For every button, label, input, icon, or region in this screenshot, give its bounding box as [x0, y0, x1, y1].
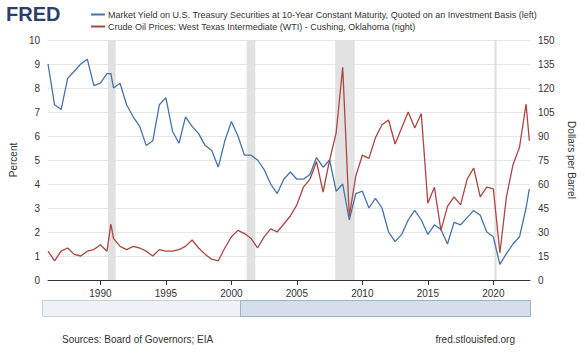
- svg-text:2020: 2020: [482, 288, 505, 299]
- svg-text:Dollars per Barrel: Dollars per Barrel: [566, 121, 577, 199]
- svg-text:2005: 2005: [286, 288, 309, 299]
- svg-text:60: 60: [538, 179, 550, 190]
- svg-text:45: 45: [538, 203, 550, 214]
- svg-text:2000: 2000: [220, 288, 243, 299]
- svg-text:5: 5: [34, 155, 40, 166]
- svg-text:FRED: FRED: [6, 3, 60, 25]
- svg-text:15: 15: [538, 251, 550, 262]
- svg-text:0: 0: [538, 275, 544, 286]
- svg-text:90: 90: [538, 131, 550, 142]
- svg-text:10: 10: [29, 35, 41, 46]
- svg-text:4: 4: [34, 179, 40, 190]
- svg-text:105: 105: [538, 107, 555, 118]
- svg-text:135: 135: [538, 59, 555, 70]
- svg-text:1990: 1990: [89, 288, 112, 299]
- svg-text:1995: 1995: [155, 288, 178, 299]
- svg-text:Sources: Board of Governors; E: Sources: Board of Governors; EIA: [62, 334, 214, 345]
- svg-text:Crude Oil Prices: West Texas I: Crude Oil Prices: West Texas Intermediat…: [108, 22, 415, 32]
- svg-text:2010: 2010: [351, 288, 374, 299]
- svg-text:9: 9: [34, 59, 40, 70]
- svg-text:75: 75: [538, 155, 550, 166]
- svg-text:2015: 2015: [417, 288, 440, 299]
- svg-text:fred.stlouisfed.org: fred.stlouisfed.org: [436, 334, 516, 345]
- svg-text:6: 6: [34, 131, 40, 142]
- svg-text:Percent: Percent: [8, 143, 19, 178]
- svg-text:8: 8: [34, 83, 40, 94]
- svg-text:0: 0: [34, 275, 40, 286]
- svg-text:150: 150: [538, 35, 555, 46]
- svg-text:3: 3: [34, 203, 40, 214]
- svg-text:30: 30: [538, 227, 550, 238]
- svg-text:1: 1: [34, 251, 40, 262]
- svg-text:7: 7: [34, 107, 40, 118]
- svg-text:120: 120: [538, 83, 555, 94]
- svg-text:2: 2: [34, 227, 40, 238]
- svg-text:Market Yield on U.S. Treasury: Market Yield on U.S. Treasury Securities…: [108, 10, 537, 20]
